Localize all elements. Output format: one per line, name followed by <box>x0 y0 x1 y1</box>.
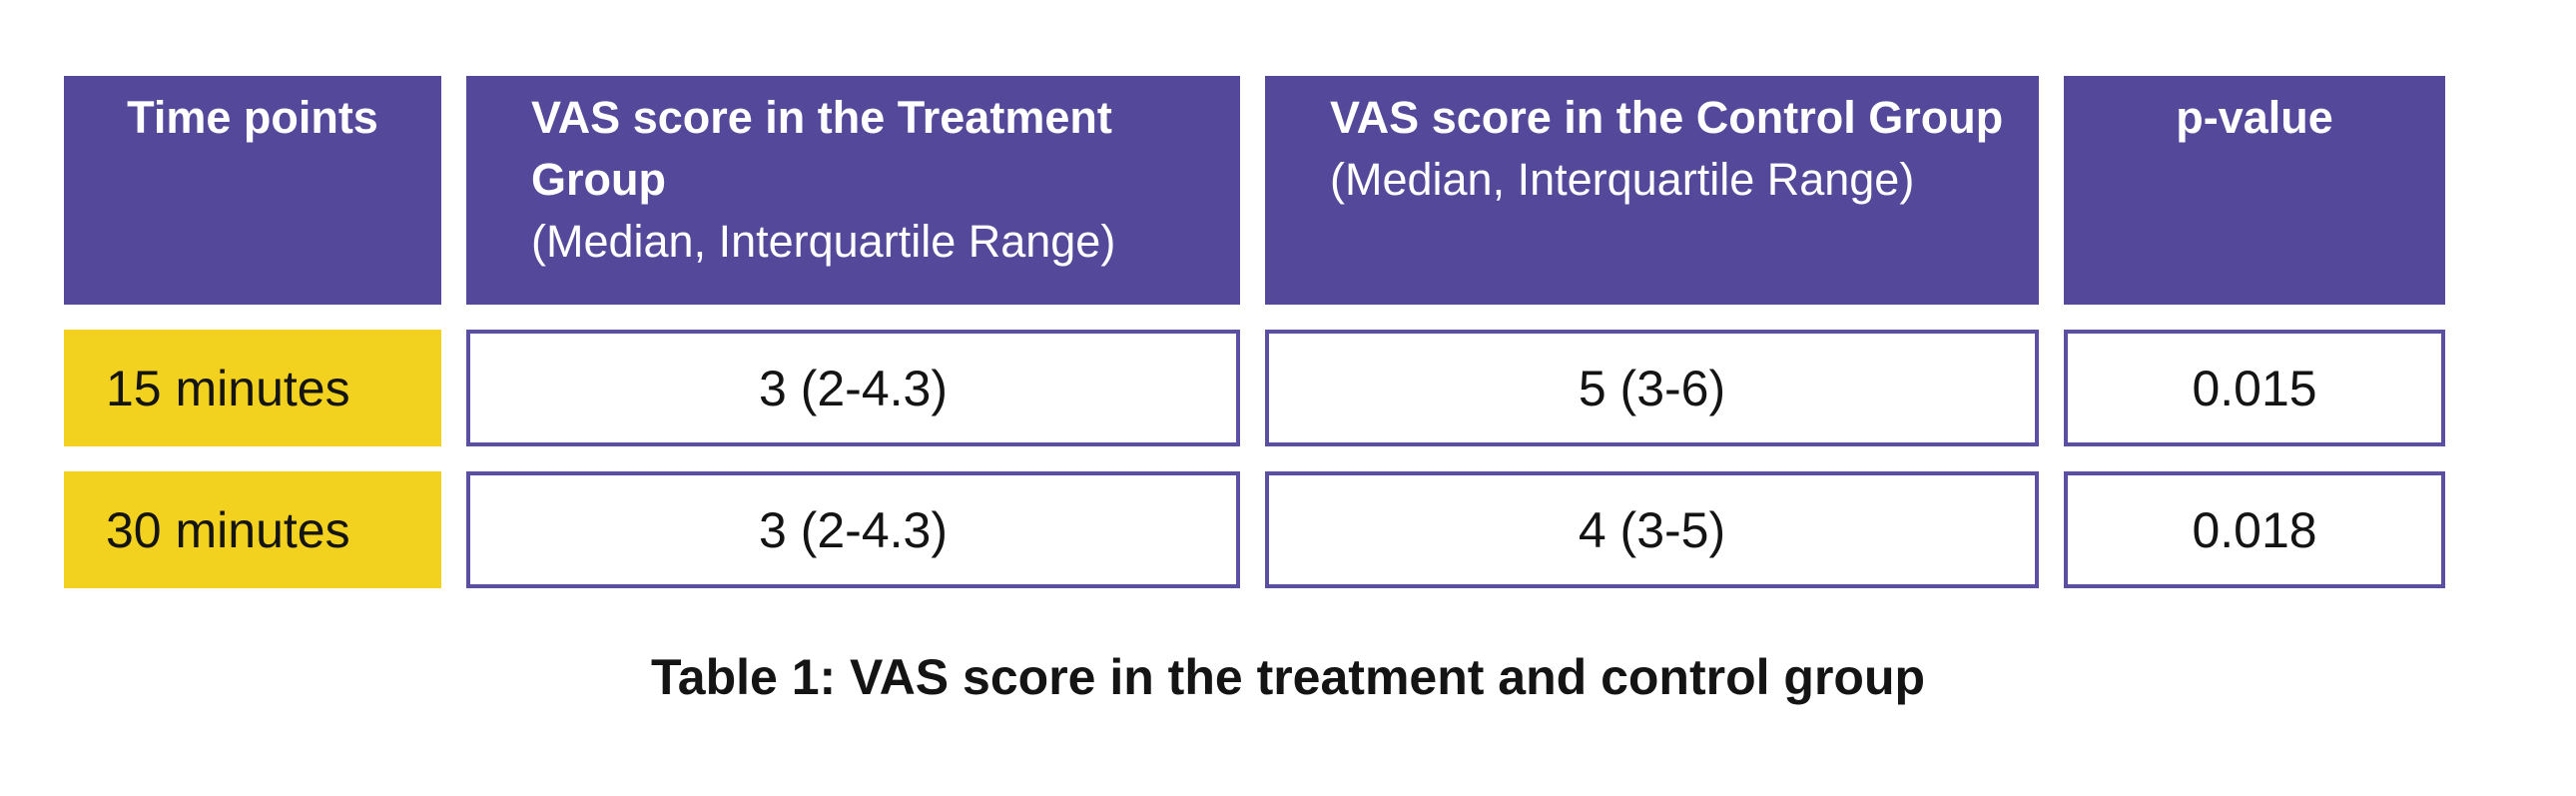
control-value-row2: 4 (3-5) <box>1265 471 2039 588</box>
header-cell-time-points: Time points <box>64 76 441 305</box>
header-title: VAS score in the Control Group <box>1330 92 2004 143</box>
header-title: p-value <box>2176 92 2333 143</box>
header-subtitle: (Median, Interquartile Range) <box>1330 154 1915 205</box>
time-cell-row1: 15 minutes <box>64 330 441 446</box>
control-value-row1: 5 (3-6) <box>1265 330 2039 446</box>
time-cell-row2: 30 minutes <box>64 471 441 588</box>
header-cell-p-value: p-value <box>2064 76 2445 305</box>
header-cell-control-group: VAS score in the Control Group (Median, … <box>1265 76 2039 305</box>
table-caption: Table 1: VAS score in the treatment and … <box>650 649 1926 705</box>
vas-table: Time points VAS score in the Treatment G… <box>64 76 2445 588</box>
header-cell-treatment-group: VAS score in the Treatment Group (Median… <box>466 76 1240 305</box>
p-value-row1: 0.015 <box>2064 330 2445 446</box>
header-title: VAS score in the Treatment Group <box>531 92 1112 205</box>
header-title: Time points <box>127 92 378 143</box>
p-value-row2: 0.018 <box>2064 471 2445 588</box>
treatment-value-row2: 3 (2-4.3) <box>466 471 1240 588</box>
treatment-value-row1: 3 (2-4.3) <box>466 330 1240 446</box>
header-subtitle: (Median, Interquartile Range) <box>531 216 1116 267</box>
